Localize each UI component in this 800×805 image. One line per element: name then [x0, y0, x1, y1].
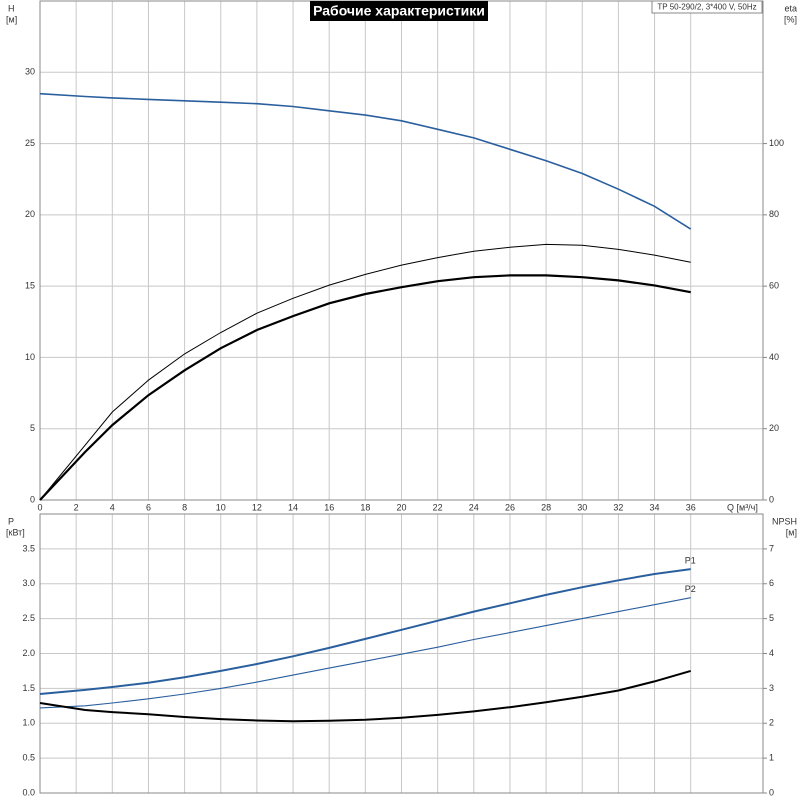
x-tick-label: 2 — [74, 502, 79, 512]
curve — [39, 243, 691, 501]
x-tick-label: 14 — [288, 502, 298, 512]
annotation: TP 50-290/2, 3*400 V, 50Hz — [657, 3, 756, 12]
annotation-box — [651, 0, 763, 14]
y2-tick-label: 100 — [769, 138, 784, 148]
series-label: P1 — [685, 555, 696, 565]
y-tick-label: 15 — [25, 281, 35, 291]
y-tick-label: 3.0 — [22, 578, 35, 588]
y2-tick-label: 6 — [769, 578, 774, 588]
curve — [39, 568, 691, 695]
x-label: Q [м³/ч] — [727, 502, 758, 512]
y-tick-label: 1.5 — [22, 683, 35, 693]
curve — [39, 92, 692, 230]
x-tick-label: 32 — [613, 502, 623, 512]
y2-label: NPSH — [772, 516, 797, 526]
y2-tick-label: 0 — [769, 787, 774, 797]
y-tick-label: 20 — [25, 209, 35, 219]
y2-tick-label: 2 — [769, 718, 774, 728]
y-tick-label: 2.5 — [22, 613, 35, 623]
y-tick-label: 0 — [30, 494, 35, 504]
y2-tick-label: 60 — [769, 281, 779, 291]
y2-tick-label: 4 — [769, 648, 774, 658]
y2-tick-label: 20 — [769, 423, 779, 433]
title-box — [310, 1, 488, 21]
x-tick-label: 24 — [469, 502, 479, 512]
plot-frame — [39, 513, 764, 794]
y2-tick-label: 7 — [769, 543, 774, 553]
y2-tick-label: 5 — [769, 613, 774, 623]
x-tick-label: 4 — [110, 502, 115, 512]
y2-tick-label: 40 — [769, 352, 779, 362]
x-tick-label: 28 — [541, 502, 551, 512]
y-tick-label: 25 — [25, 138, 35, 148]
x-tick-label: 8 — [182, 502, 187, 512]
y2-tick-label: 3 — [769, 683, 774, 693]
y2-label: eta — [784, 3, 797, 13]
series-label: P2 — [685, 584, 696, 594]
y-tick-label: 0.5 — [22, 753, 35, 763]
y-tick-label: 3.5 — [22, 543, 35, 553]
y-tick-label: 1.0 — [22, 718, 35, 728]
y-unit: [м] — [6, 14, 17, 24]
curve — [39, 274, 691, 501]
x-tick-label: 6 — [146, 502, 151, 512]
y-label: H — [8, 3, 15, 13]
y2-unit: [%] — [784, 14, 797, 24]
curve — [39, 669, 691, 723]
y-tick-label: 5 — [30, 423, 35, 433]
x-tick-label: 16 — [324, 502, 334, 512]
x-tick-label: 0 — [37, 502, 42, 512]
x-tick-label: 26 — [505, 502, 515, 512]
y-tick-label: 0.0 — [22, 787, 35, 797]
x-tick-label: 12 — [252, 502, 262, 512]
y-label: P — [8, 516, 14, 526]
x-tick-label: 22 — [433, 502, 443, 512]
y2-tick-label: 80 — [769, 209, 779, 219]
x-tick-label: 20 — [396, 502, 406, 512]
y2-tick-label: 1 — [769, 753, 774, 763]
x-tick-label: 30 — [577, 502, 587, 512]
y-tick-label: 10 — [25, 352, 35, 362]
x-tick-label: 36 — [686, 502, 696, 512]
curve — [39, 597, 691, 709]
x-tick-label: 18 — [360, 502, 370, 512]
y2-tick-label: 0 — [769, 494, 774, 504]
y-unit: [кВт] — [6, 527, 25, 537]
x-tick-label: 10 — [216, 502, 226, 512]
y-tick-label: 30 — [25, 67, 35, 77]
x-tick-label: 34 — [650, 502, 660, 512]
y-tick-label: 2.0 — [22, 648, 35, 658]
y2-unit: [м] — [786, 527, 797, 537]
chart-title: Рабочие характеристики — [313, 3, 485, 19]
